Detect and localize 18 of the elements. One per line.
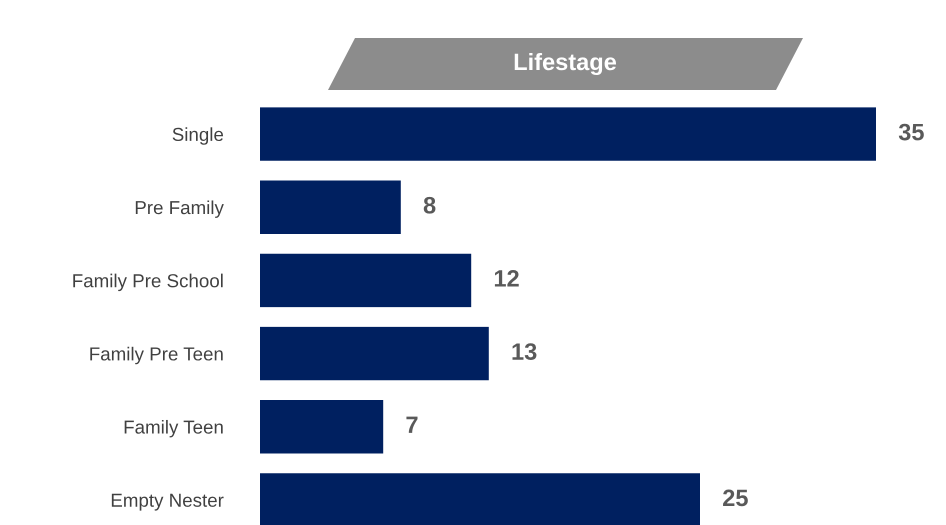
y-tick-label: Family Teen [124, 420, 223, 438]
data-label: 7 [406, 416, 418, 433]
data-label: 25 [723, 490, 748, 506]
bar [260, 180, 401, 234]
bar [260, 254, 472, 308]
y-tick-label: Family Pre School [73, 274, 223, 292]
bar [260, 400, 384, 454]
bar [260, 107, 876, 161]
y-tick-label: Single [172, 127, 224, 145]
data-label: 8 [424, 196, 436, 214]
y-tick-label: Pre Family [136, 200, 224, 218]
bar [260, 326, 489, 380]
chart-title: Lifestage [514, 52, 616, 76]
data-label: 12 [494, 270, 519, 287]
y-tick-label: Family Pre Teen [90, 346, 223, 364]
data-label: 13 [512, 343, 536, 360]
data-label: 35 [898, 124, 924, 140]
y-tick-label: Empty Nester [112, 494, 224, 511]
